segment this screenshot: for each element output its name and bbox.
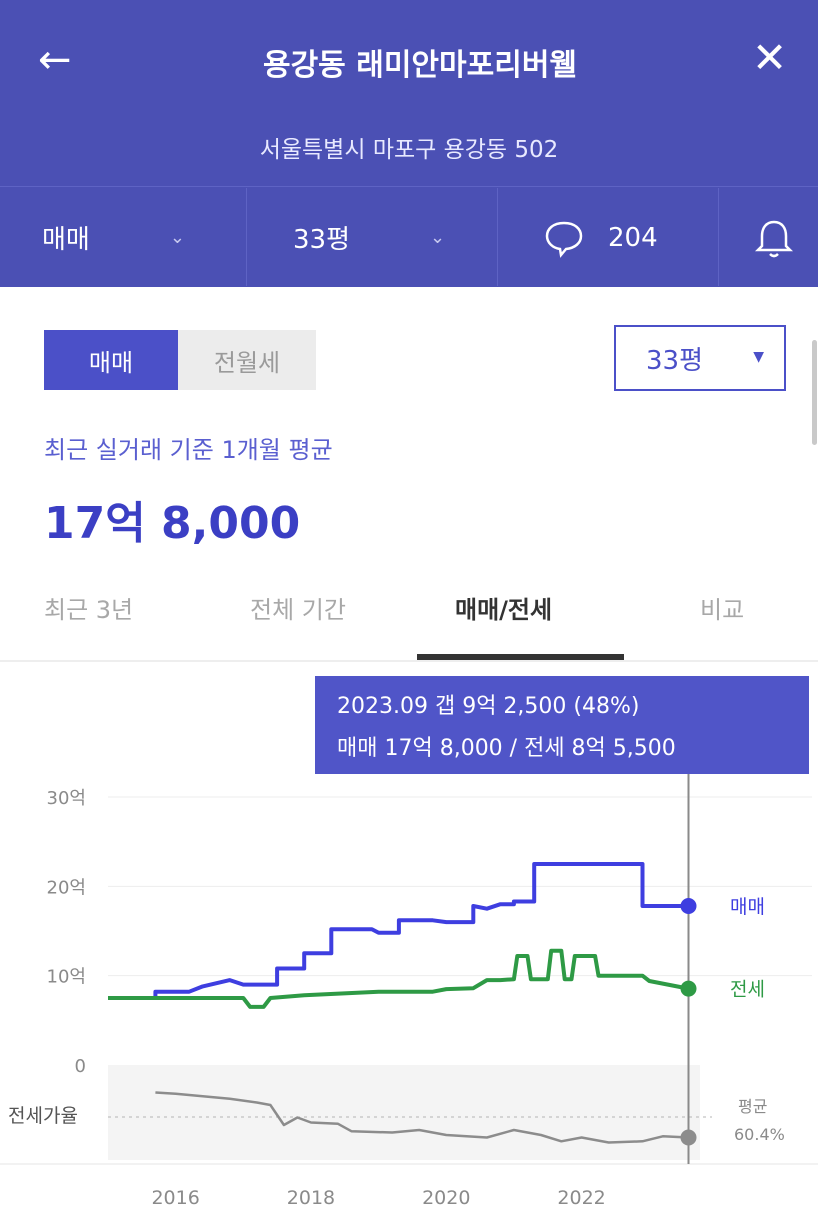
x-tick-label: 2016 [151, 1187, 199, 1209]
x-tick-label: 2018 [287, 1187, 335, 1209]
active-tab-indicator [417, 654, 624, 660]
jeonse-endpoint-marker [680, 980, 697, 997]
chevron-down-icon: ⌄ [169, 227, 185, 248]
tab-divider [718, 188, 719, 286]
size-select[interactable]: 33평 ⌄ [293, 187, 483, 288]
comment-count: 204 [608, 222, 658, 253]
notification-button[interactable] [752, 187, 802, 288]
ratio-average-label: 평균 [738, 1097, 767, 1116]
x-tick-label: 2020 [422, 1187, 470, 1209]
average-price: 17억 8,000 [44, 498, 301, 549]
price-basis-label: 최근 실거래 기준 1개월 평균 [44, 436, 333, 464]
ratio-axis-label: 전세가율 [8, 1105, 78, 1127]
sale-series-label: 매매 [730, 896, 765, 918]
tab-divider [497, 188, 498, 286]
bell-icon [754, 220, 794, 257]
tab-recent-3y[interactable]: 최근 3년 [44, 596, 134, 624]
caret-down-icon: ▼ [753, 349, 764, 365]
jeonse-ratio-line [155, 1091, 689, 1144]
app-header: ← 용강동 래미안마포리버웰 ✕ 서울특별시 마포구 용강동 502 [0, 0, 818, 287]
ratio-endpoint-marker [680, 1129, 697, 1146]
trade-type-label: 매매 [42, 225, 90, 255]
segment-sale[interactable]: 매매 [44, 330, 178, 390]
ratio-average-value: 60.4% [734, 1125, 785, 1144]
comments-button[interactable]: 204 [544, 187, 684, 288]
y-tick-label: 10억 [47, 967, 86, 988]
tab-compare[interactable]: 비교 [700, 596, 745, 624]
trade-type-select[interactable]: 매매 ⌄ [42, 187, 232, 288]
y-tick-label: 0 [75, 1056, 86, 1077]
segment-rent[interactable]: 전월세 [178, 330, 316, 390]
sale-endpoint-marker [680, 897, 697, 914]
ratio-band [108, 1065, 700, 1160]
y-tick-label: 20억 [47, 877, 86, 898]
chevron-down-icon: ⌄ [430, 227, 446, 248]
size-dropdown[interactable]: 33평 ▼ [614, 325, 786, 391]
arrow-left-icon[interactable]: ← [38, 37, 72, 83]
y-tick-label: 30억 [47, 788, 86, 809]
close-icon[interactable]: ✕ [752, 33, 788, 82]
size-label: 33평 [293, 225, 351, 255]
tab-all-period[interactable]: 전체 기간 [250, 596, 346, 624]
jeonse-price-line [108, 948, 689, 1009]
x-tick-label: 2022 [557, 1187, 605, 1209]
tab-sale-jeonse[interactable]: 매매/전세 [455, 596, 553, 624]
sale-price-line [108, 862, 689, 1000]
tab-divider [246, 188, 247, 286]
divider [0, 660, 818, 662]
page-title: 용강동 래미안마포리버웰 [262, 48, 578, 83]
scrollbar[interactable] [812, 340, 817, 445]
speech-bubble-icon [545, 221, 583, 258]
size-dropdown-label: 33평 [646, 345, 704, 376]
tooltip-price-line: 매매 17억 8,000 / 전세 8억 5,500 [337, 736, 676, 761]
chart-tooltip: 2023.09 갭 9억 2,500 (48%) 매매 17억 8,000 / … [315, 676, 809, 774]
jeonse-series-label: 전세 [730, 979, 765, 1001]
filter-bar: 매매 ⌄ 33평 ⌄ 204 [0, 186, 818, 288]
address-text: 서울특별시 마포구 용강동 502 [259, 137, 559, 163]
tooltip-gap-line: 2023.09 갭 9억 2,500 (48%) [337, 694, 640, 719]
